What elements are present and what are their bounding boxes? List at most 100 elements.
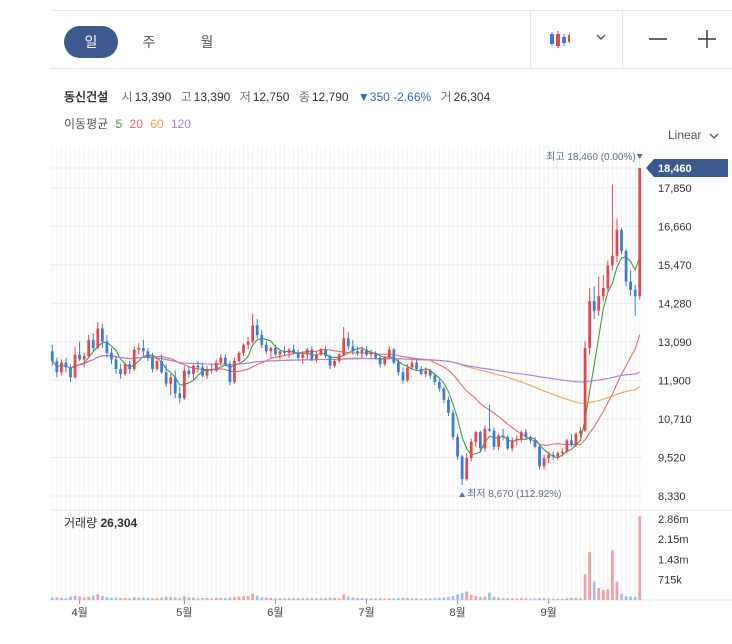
candle-body: [119, 369, 122, 374]
volume-bar: [219, 598, 223, 600]
candle-body: [337, 354, 341, 361]
candle-body: [433, 375, 437, 383]
close-value: 12,790: [311, 90, 349, 104]
candle-body: [638, 168, 642, 297]
volume-bar: [451, 596, 455, 600]
candle-body: [123, 364, 127, 374]
candle-body: [519, 432, 523, 439]
volume-bar: [478, 596, 482, 600]
volume-bar: [151, 598, 154, 600]
volume-bar: [510, 598, 514, 600]
price-tick-label: 11,900: [658, 375, 691, 387]
volume-bar: [483, 596, 487, 600]
candle-body: [533, 440, 537, 447]
chevron-down-icon[interactable]: [596, 32, 606, 42]
volume-bar: [378, 598, 382, 600]
candle-body: [615, 229, 619, 256]
volume-bar: [310, 598, 314, 600]
volume-bar: [415, 598, 418, 600]
volume-bar: [137, 597, 141, 600]
volume-bar: [356, 598, 359, 600]
chart-type-select[interactable]: [540, 28, 620, 52]
volume-bar: [114, 597, 118, 600]
candle-body: [515, 438, 519, 441]
volume-bar: [146, 598, 150, 600]
candle-body: [101, 328, 104, 342]
volume-bar: [164, 596, 168, 600]
volume-bar: [315, 598, 318, 600]
candle-body: [460, 456, 464, 480]
close-label: 종: [298, 90, 310, 104]
price-tick-label: 13,090: [658, 337, 692, 349]
tab-week[interactable]: 주: [142, 34, 156, 50]
candle-body: [305, 349, 309, 355]
volume-bar: [474, 596, 478, 600]
candle-body: [410, 362, 414, 368]
candle-body: [96, 328, 100, 349]
candle-body: [406, 367, 409, 381]
volume-bar: [324, 598, 327, 600]
volume-bar: [260, 597, 264, 600]
scale-mode-select[interactable]: Linear: [668, 128, 719, 142]
volume-bar: [333, 598, 336, 600]
month-label: 4월: [71, 606, 87, 619]
candle-body: [137, 348, 141, 350]
volume-bar: [424, 598, 428, 600]
volume-bar: [210, 598, 214, 600]
volume-bar: [69, 596, 72, 600]
volume-bar: [601, 590, 605, 600]
moving-average-legend[interactable]: 이동평균 5 20 60 120: [64, 115, 195, 132]
volume-value: 26,304: [453, 90, 491, 104]
max-annotation: 최고 18,460 (0.00%): [546, 151, 636, 163]
volume-bar: [64, 598, 68, 600]
volume-bar: [173, 597, 177, 600]
volume-bar: [547, 598, 551, 600]
candle-body: [146, 351, 150, 358]
volume-bar: [346, 596, 350, 600]
price-tick-label: 8,330: [658, 491, 686, 503]
candle-body: [173, 377, 177, 394]
candle-body: [141, 348, 145, 352]
volume-label: 거: [440, 90, 452, 104]
volume-bar: [187, 597, 191, 600]
minus-icon[interactable]: [647, 28, 669, 50]
volume-bar: [574, 598, 578, 600]
period-tabs: 일 주 월: [64, 26, 238, 58]
candle-body: [551, 454, 555, 457]
candle-body: [478, 432, 482, 449]
candle-body: [110, 352, 113, 360]
scale-mode-label: Linear: [668, 128, 702, 142]
tab-month[interactable]: 월: [200, 34, 214, 50]
candle-body: [223, 357, 227, 365]
volume-bar: [242, 596, 245, 600]
volume-bar: [538, 598, 541, 600]
candle-body: [292, 349, 295, 353]
volume-bar: [460, 592, 464, 600]
volume-bar: [583, 574, 587, 600]
volume-bar: [542, 598, 546, 600]
candle-body: [524, 432, 528, 438]
volume-bar: [387, 598, 391, 600]
ma5-label: 5: [115, 117, 123, 131]
tab-day[interactable]: 일: [64, 26, 118, 58]
candle-body: [205, 369, 209, 376]
volume-bar: [228, 597, 232, 600]
volume-bar: [82, 597, 86, 600]
candle-body: [214, 362, 218, 371]
volume-bar: [269, 598, 273, 600]
candle-body: [474, 432, 478, 442]
candle-body: [483, 428, 487, 449]
month-label: 6월: [267, 606, 283, 619]
price-tick-label: 16,660: [658, 221, 692, 233]
candle-body: [583, 348, 587, 431]
candle-body: [374, 352, 377, 358]
volume-bar: [251, 593, 255, 600]
plus-icon[interactable]: [696, 28, 718, 50]
candle-body: [333, 360, 336, 366]
candle-body: [260, 335, 264, 345]
volume-bar: [633, 596, 637, 600]
ma20-label: 20: [129, 117, 143, 131]
candle-body: [492, 430, 496, 447]
ma20-line: [51, 334, 641, 446]
